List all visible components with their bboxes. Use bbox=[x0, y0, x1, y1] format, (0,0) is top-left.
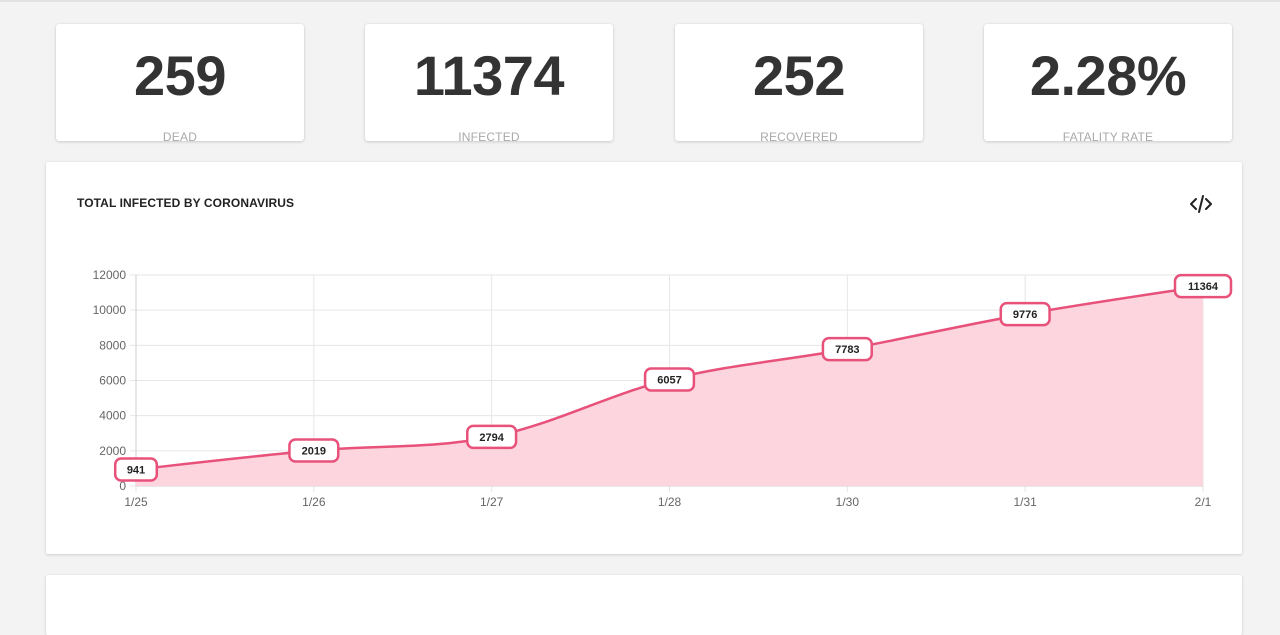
y-tick-label: 10000 bbox=[93, 303, 127, 317]
y-tick-label: 2000 bbox=[99, 444, 126, 458]
stat-label: RECOVERED bbox=[760, 130, 838, 144]
stat-card-infected: 11374 INFECTED bbox=[365, 24, 613, 144]
stat-card-dead: 259 DEAD bbox=[56, 24, 304, 144]
chart-title: TOTAL INFECTED BY CORONAVIRUS bbox=[77, 196, 295, 210]
data-point bbox=[821, 336, 873, 362]
y-tick-label: 6000 bbox=[99, 374, 126, 388]
data-label: 6057 bbox=[657, 374, 681, 386]
stat-value: 2.28% bbox=[1029, 44, 1187, 107]
chart-card: 0 2000 4000 6000 8000 10000 12000 1/25 1/26 1/27 1… bbox=[46, 162, 1242, 554]
data-label: 2794 bbox=[479, 432, 504, 444]
stat-card-recovered: 252 RECOVERED bbox=[675, 24, 923, 144]
y-tick-label: 12000 bbox=[93, 268, 127, 282]
data-point bbox=[466, 424, 518, 450]
secondary-card bbox=[46, 575, 1242, 635]
x-tick-label: 2/1 bbox=[1195, 495, 1212, 509]
data-point bbox=[643, 367, 696, 392]
data-label: 941 bbox=[127, 464, 145, 476]
stat-label: FATALITY RATE bbox=[1062, 130, 1154, 144]
stat-value: 252 bbox=[753, 44, 845, 107]
data-point bbox=[1173, 273, 1233, 299]
x-tick-label: 1/28 bbox=[658, 495, 682, 509]
x-tick-label: 1/27 bbox=[480, 495, 504, 509]
stat-value: 259 bbox=[134, 44, 226, 107]
data-label: 2019 bbox=[302, 445, 326, 457]
stat-label: INFECTED bbox=[458, 130, 520, 144]
data-point bbox=[288, 438, 340, 463]
data-label: 9776 bbox=[1013, 309, 1037, 321]
x-tick-label: 1/25 bbox=[124, 495, 148, 509]
x-tick-label: 1/31 bbox=[1013, 495, 1037, 509]
data-point bbox=[999, 301, 1051, 327]
y-tick-label: 0 bbox=[119, 479, 126, 493]
x-tick-label: 1/26 bbox=[302, 495, 326, 509]
stat-card-fatality-rate: 2.28% FATALITY RATE bbox=[984, 24, 1232, 144]
code-icon bbox=[1190, 195, 1212, 213]
y-tick-label: 4000 bbox=[99, 409, 126, 423]
area-chart: 0 2000 4000 6000 8000 10000 12000 1/25 1/26 1/27 1… bbox=[93, 268, 1233, 509]
data-point bbox=[113, 457, 159, 482]
data-label: 7783 bbox=[835, 344, 859, 356]
data-label: 11364 bbox=[1188, 281, 1219, 293]
embed-code-button[interactable] bbox=[1190, 194, 1212, 214]
stat-label: DEAD bbox=[162, 130, 198, 144]
y-tick-label: 8000 bbox=[99, 338, 126, 352]
x-tick-label: 1/30 bbox=[836, 495, 860, 509]
stat-value: 11374 bbox=[413, 44, 565, 107]
